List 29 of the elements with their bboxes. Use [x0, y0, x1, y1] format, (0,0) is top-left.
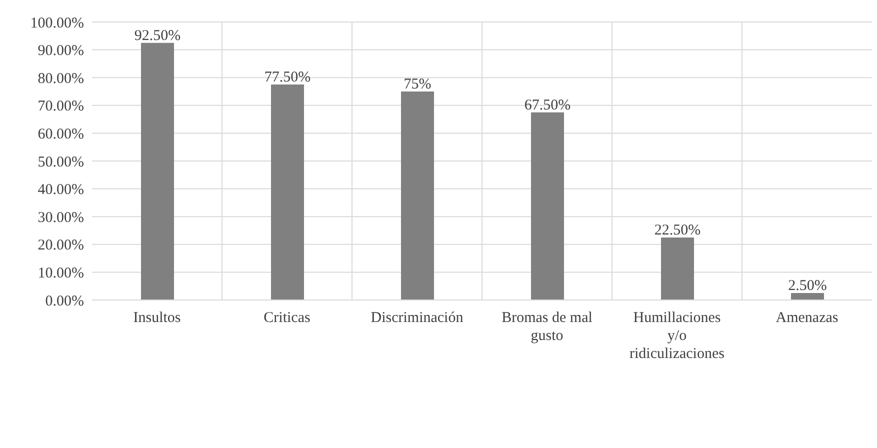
- bar: [271, 84, 304, 300]
- data-label: 92.50%: [134, 28, 181, 44]
- y-tick-label: 10.00%: [38, 266, 84, 282]
- data-label: 75%: [404, 76, 432, 92]
- x-tick-label: Humillaciones y/o ridiculizaciones: [630, 310, 725, 362]
- y-tick-label: 0.00%: [45, 293, 84, 310]
- data-label: 77.50%: [264, 70, 311, 86]
- y-tick-label: 90.00%: [38, 43, 84, 60]
- bar: [661, 237, 694, 300]
- bar: [401, 92, 434, 300]
- y-tick-label: 30.00%: [38, 210, 84, 226]
- y-tick-label: 60.00%: [38, 126, 84, 143]
- x-tick-label: Bromas de mal gusto: [502, 310, 592, 344]
- data-label: 67.50%: [524, 97, 571, 114]
- x-tick-label: Criticas: [264, 310, 310, 326]
- data-label: 2.50%: [788, 278, 827, 294]
- bar: [141, 42, 174, 300]
- y-tick-label: 50.00%: [38, 154, 84, 170]
- y-tick-label: 20.00%: [38, 238, 84, 254]
- y-tick-label: 100.00%: [30, 15, 84, 32]
- x-tick-label: Discriminación: [370, 310, 464, 326]
- y-tick-label: 70.00%: [38, 98, 84, 115]
- y-tick-label: 80.00%: [38, 70, 84, 87]
- bar: [791, 293, 824, 300]
- bar: [531, 112, 564, 300]
- x-tick-label: Insultos: [133, 310, 181, 326]
- x-tick-label: Amenazas: [776, 310, 838, 326]
- data-label: 22.50%: [654, 222, 701, 238]
- y-tick-label: 40.00%: [38, 182, 84, 198]
